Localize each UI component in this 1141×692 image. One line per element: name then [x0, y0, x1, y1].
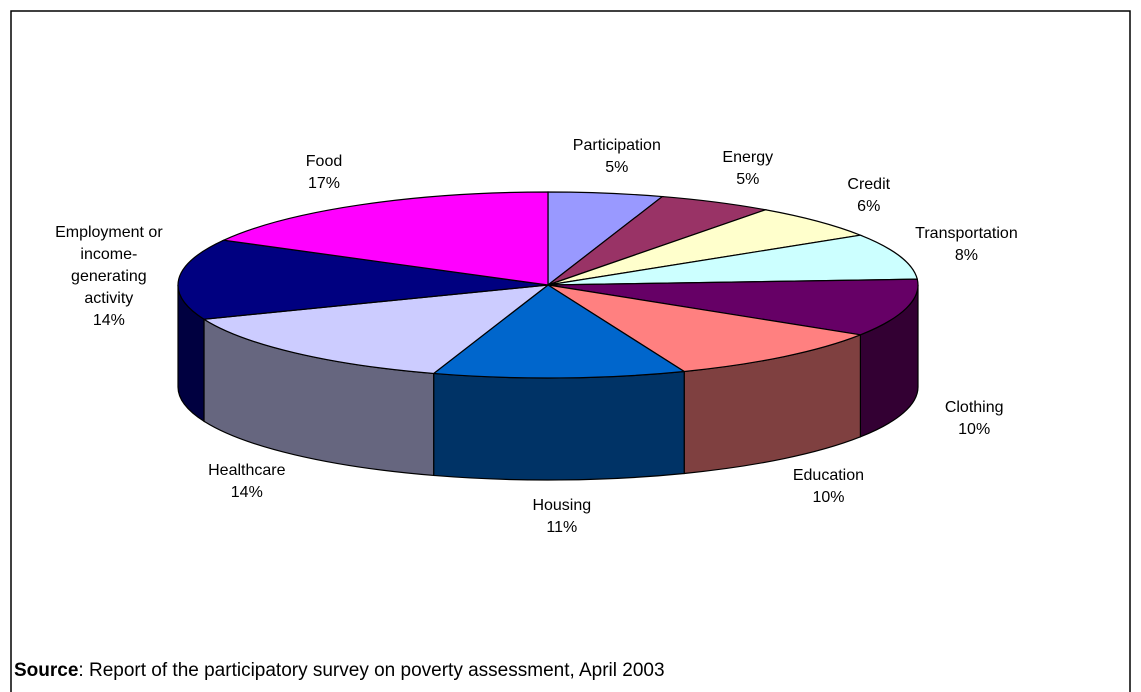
value-label: 10% [812, 489, 845, 507]
source-note: Source: Report of the participatory surv… [14, 660, 665, 682]
category-label: Education [792, 467, 865, 485]
slice-label: Participation 5% [560, 135, 674, 179]
category-label: Employment or income-generating activity [55, 223, 163, 307]
slice [221, 191, 549, 286]
slice-label: Transportation 8% [909, 223, 1023, 267]
slice [547, 278, 919, 336]
frame [10, 10, 1131, 692]
value-label: 10% [958, 421, 991, 439]
value-label: 14% [92, 311, 125, 329]
value-label: 8% [954, 246, 979, 264]
category-label: Food [305, 153, 343, 171]
value-label: 11% [546, 518, 578, 536]
slice [177, 239, 549, 320]
slice [547, 284, 863, 373]
category-label: Housing [532, 496, 592, 514]
slice-side [433, 370, 685, 481]
slice-label: Credit 6% [812, 174, 926, 218]
value-label: 17% [308, 175, 341, 193]
slice [432, 284, 686, 379]
category-label: Participation [572, 136, 661, 154]
category-label: Transportation [915, 224, 1018, 242]
category-label: Clothing [944, 399, 1004, 417]
slice [202, 284, 551, 375]
category-label: Healthcare [208, 461, 286, 479]
source-label: Source [14, 660, 79, 681]
slice [547, 234, 919, 286]
slice-label: Education 10% [771, 465, 885, 509]
source-text: : Report of the participatory survey on … [78, 660, 665, 681]
slice-label: Food 17% [267, 151, 381, 195]
value-label: 14% [230, 483, 263, 501]
slice-label: Employment or income-generating activity… [52, 222, 166, 332]
value-label: 5% [736, 171, 760, 189]
value-label: 5% [605, 158, 629, 176]
slice-label: Healthcare 14% [190, 460, 304, 504]
category-label: Energy [722, 149, 774, 167]
slice-label: Clothing 10% [917, 397, 1031, 441]
slice [547, 209, 863, 286]
slice-label: Energy 5% [691, 147, 805, 191]
value-label: 6% [857, 198, 881, 215]
category-label: Credit [847, 176, 891, 193]
slice-label: Housing 11% [505, 495, 619, 539]
